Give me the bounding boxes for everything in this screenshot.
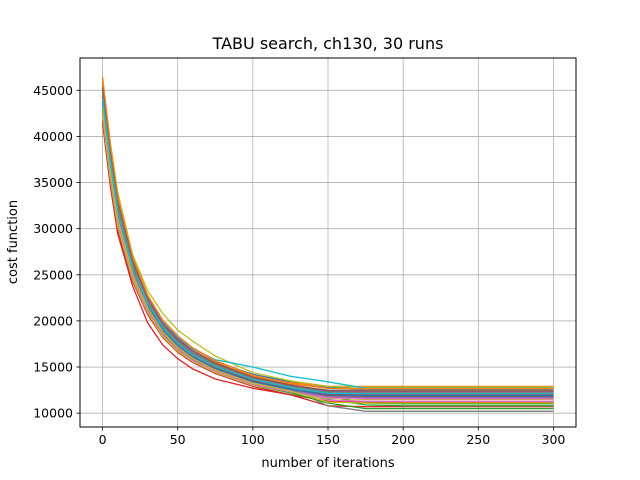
x-tick-label: 50 xyxy=(170,432,186,447)
series-line xyxy=(101,112,554,400)
y-tick-label: 10000 xyxy=(33,406,73,421)
x-axis-ticks: 0 50 100 150 200 250 300 xyxy=(99,427,566,447)
y-tick-label: 35000 xyxy=(33,175,73,190)
x-tick-label: 250 xyxy=(466,432,490,447)
y-axis-label: cost function xyxy=(6,200,21,284)
series-line xyxy=(101,81,554,388)
series-line xyxy=(101,122,554,408)
x-tick-label: 150 xyxy=(316,432,340,447)
x-tick-label: 200 xyxy=(391,432,415,447)
y-tick-label: 25000 xyxy=(33,267,73,282)
y-tick-label: 45000 xyxy=(33,83,73,98)
x-tick-label: 0 xyxy=(99,432,107,447)
y-tick-label: 40000 xyxy=(33,129,73,144)
x-tick-label: 100 xyxy=(241,432,265,447)
series-line xyxy=(101,98,554,395)
y-tick-label: 20000 xyxy=(33,313,73,328)
series-line xyxy=(101,91,554,394)
series-line xyxy=(101,107,554,404)
series-lines xyxy=(101,76,554,412)
chart-title: TABU search, ch130, 30 runs xyxy=(212,34,444,53)
x-axis-label: number of iterations xyxy=(261,456,394,471)
series-line xyxy=(101,87,554,392)
series-line xyxy=(101,79,554,390)
y-tick-label: 30000 xyxy=(33,221,73,236)
y-tick-label: 15000 xyxy=(33,360,73,375)
y-axis-ticks: 10000 15000 20000 25000 30000 35000 40000 45000 xyxy=(33,83,80,421)
x-tick-label: 300 xyxy=(542,432,566,447)
grid xyxy=(80,58,576,427)
